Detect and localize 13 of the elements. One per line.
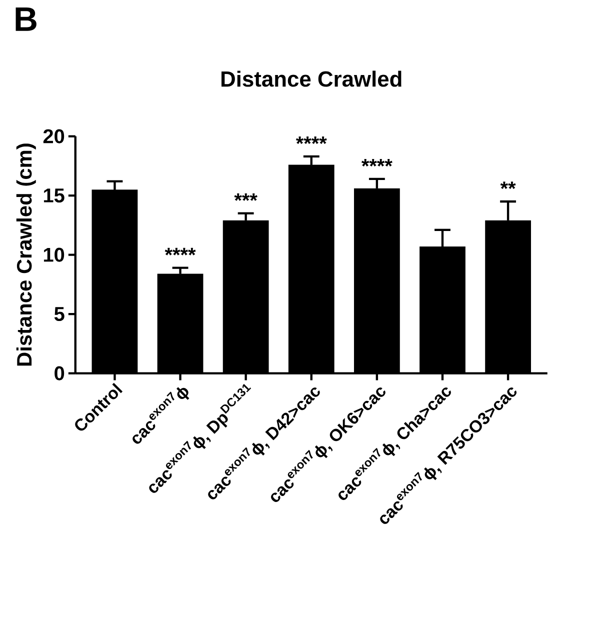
data-label: **** xyxy=(361,159,392,166)
y-tick-label: 0 xyxy=(54,366,64,380)
data-label: *** xyxy=(234,193,258,201)
y-tick-label: 20 xyxy=(43,129,64,144)
data-label: **** xyxy=(296,136,327,144)
y-tick-label: 10 xyxy=(44,248,64,262)
data-label: ** xyxy=(500,182,516,189)
data-label: **** xyxy=(164,248,196,256)
chart-title: Distance Crawled xyxy=(221,70,402,87)
y-tick-label: 15 xyxy=(44,188,64,202)
y-axis-title: Distance Crawled (cm) xyxy=(16,144,36,366)
text: B xyxy=(16,8,36,31)
y-tick-label: 5 xyxy=(54,307,64,321)
